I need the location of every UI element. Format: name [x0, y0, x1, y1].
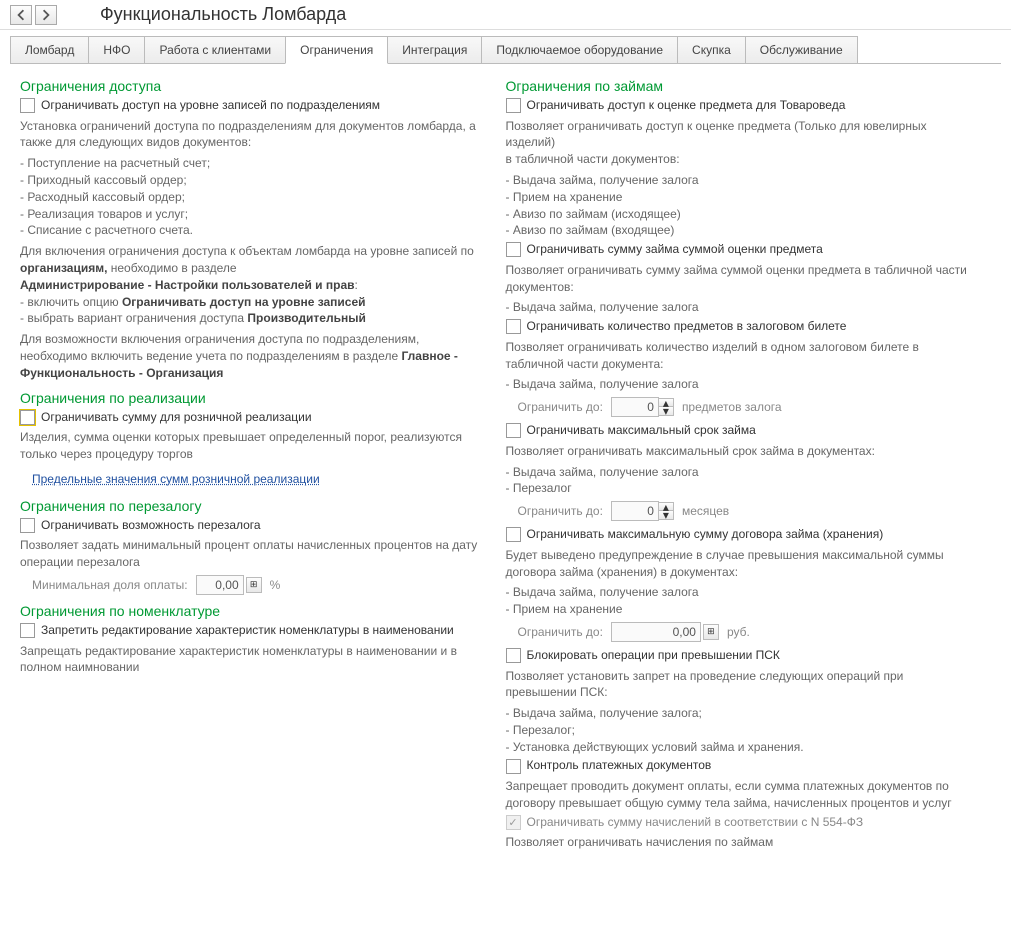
retail-limits-link[interactable]: Предельные значения сумм розничной реали…	[32, 472, 320, 486]
min-pay-input[interactable]	[196, 575, 244, 595]
loans-items-5: - Выдача займа, получение залога- Прием …	[506, 584, 974, 618]
loans-desc-4: Позволяет ограничивать максимальный срок…	[506, 443, 974, 460]
chk-limit-retail-sum-label: Ограничивать сумму для розничной реализа…	[41, 410, 312, 426]
loans-desc-8: Позволяет ограничивать начисления по зай…	[506, 834, 974, 851]
left-column: Ограничения доступа Ограничивать доступ …	[20, 70, 506, 854]
chk-limit-access-records-label: Ограничивать доступ на уровне записей по…	[41, 98, 380, 114]
chk-limit-max-term-label: Ограничивать максимальный срок займа	[527, 423, 756, 439]
section-loans-title: Ограничения по займам	[506, 78, 974, 94]
section-nomenclature-title: Ограничения по номенклатуре	[20, 603, 488, 619]
chk-limit-max-sum-label: Ограничивать максимальную сумму договора…	[527, 527, 884, 543]
calculator-icon[interactable]: ⊞	[703, 624, 719, 640]
chk-limit-item-count-label: Ограничивать количество предметов в зало…	[527, 319, 847, 335]
tabs-bar: ЛомбардНФОРабота с клиентамиОграниченияИ…	[10, 36, 1001, 64]
repledge-desc-1: Позволяет задать минимальный процент опл…	[20, 537, 488, 571]
loans-items-6: - Выдача займа, получение залога;- Перез…	[506, 705, 974, 755]
loans-desc-3: Позволяет ограничивать количество издели…	[506, 339, 974, 373]
chk-forbid-nomenclature-edit-label: Запретить редактирование характеристик н…	[41, 623, 454, 639]
chk-limit-554fz-label: Ограничивать сумму начислений в соответс…	[527, 815, 864, 831]
loans-desc-2: Позволяет ограничивать сумму займа суммо…	[506, 262, 974, 296]
section-access-title: Ограничения доступа	[20, 78, 488, 94]
chk-limit-repledge-label: Ограничивать возможность перезалога	[41, 518, 261, 534]
section-retail-title: Ограничения по реализации	[20, 390, 488, 406]
loans-items-4: - Выдача займа, получение залога- Переза…	[506, 464, 974, 498]
tab-buyout[interactable]: Скупка	[677, 36, 746, 63]
section-repledge-title: Ограничения по перезалогу	[20, 498, 488, 514]
chk-limit-appraisal-access[interactable]	[506, 98, 521, 113]
access-desc-1: Установка ограничений доступа по подразд…	[20, 118, 488, 152]
limit-months-label: Ограничить до:	[518, 504, 603, 518]
chk-limit-repledge[interactable]	[20, 518, 35, 533]
limit-sum-input[interactable]	[611, 622, 701, 642]
chk-limit-item-count[interactable]	[506, 319, 521, 334]
tab-equipment[interactable]: Подключаемое оборудование	[481, 36, 678, 63]
nav-back-button[interactable]	[10, 5, 32, 25]
spin-down-icon[interactable]: ▾	[659, 511, 673, 519]
loans-items-1: - Выдача займа, получение залога- Прием …	[506, 172, 974, 239]
tab-integration[interactable]: Интеграция	[387, 36, 482, 63]
limit-sum-label: Ограничить до:	[518, 625, 603, 639]
chk-limit-appraisal-access-label: Ограничивать доступ к оценке предмета дл…	[527, 98, 846, 114]
right-column: Ограничения по займам Ограничивать досту…	[506, 70, 992, 854]
chk-payment-control-label: Контроль платежных документов	[527, 758, 712, 774]
chk-limit-access-records[interactable]	[20, 98, 35, 113]
nav-forward-button[interactable]	[35, 5, 57, 25]
page-title: Функциональность Ломбарда	[100, 4, 346, 25]
nomenclature-desc-1: Запрещать редактирование характеристик н…	[20, 643, 488, 677]
toolbar: Функциональность Ломбарда	[0, 0, 1011, 30]
limit-items-label: Ограничить до:	[518, 400, 603, 414]
limit-months-unit: месяцев	[682, 504, 729, 518]
chk-limit-max-term[interactable]	[506, 423, 521, 438]
chk-block-psk[interactable]	[506, 648, 521, 663]
tab-limits[interactable]: Ограничения	[285, 36, 388, 64]
min-pay-unit: %	[270, 578, 281, 592]
chk-limit-loan-by-appraisal-label: Ограничивать сумму займа суммой оценки п…	[527, 242, 823, 258]
chk-limit-loan-by-appraisal[interactable]	[506, 242, 521, 257]
limit-items-unit: предметов залога	[682, 400, 782, 414]
chk-limit-retail-sum[interactable]	[20, 410, 35, 425]
chk-block-psk-label: Блокировать операции при превышении ПСК	[527, 648, 780, 664]
limit-items-input[interactable]	[611, 397, 659, 417]
chk-limit-max-sum[interactable]	[506, 527, 521, 542]
chk-forbid-nomenclature-edit[interactable]	[20, 623, 35, 638]
loans-desc-7: Запрещает проводить документ оплаты, есл…	[506, 778, 974, 812]
chk-limit-554fz	[506, 815, 521, 830]
limit-sum-unit: руб.	[727, 625, 750, 639]
access-desc-3: Для возможности включения ограничения до…	[20, 331, 488, 381]
retail-desc-1: Изделия, сумма оценки которых превышает …	[20, 429, 488, 463]
tab-service[interactable]: Обслуживание	[745, 36, 858, 63]
loans-desc-5: Будет выведено предупреждение в случае п…	[506, 547, 974, 581]
loans-desc-6: Позволяет установить запрет на проведени…	[506, 668, 974, 702]
access-items-1: - Поступление на расчетный счет;- Приход…	[20, 155, 488, 239]
loans-desc-1: Позволяет ограничивать доступ к оценке п…	[506, 118, 974, 168]
access-desc-2: Для включения ограничения доступа к объе…	[20, 243, 488, 327]
chk-payment-control[interactable]	[506, 759, 521, 774]
content-area: Ограничения доступа Ограничивать доступ …	[0, 64, 1011, 874]
spin-down-icon[interactable]: ▾	[659, 407, 673, 415]
limit-months-spinner[interactable]: ▴ ▾	[659, 502, 674, 520]
loans-items-3: - Выдача займа, получение залога	[506, 376, 974, 393]
loans-items-2: - Выдача займа, получение залога	[506, 299, 974, 316]
calculator-icon[interactable]: ⊞	[246, 577, 262, 593]
tab-clients[interactable]: Работа с клиентами	[144, 36, 286, 63]
min-pay-label: Минимальная доля оплаты:	[32, 578, 188, 592]
limit-items-spinner[interactable]: ▴ ▾	[659, 398, 674, 416]
tab-lombard[interactable]: Ломбард	[10, 36, 89, 63]
tab-nfo[interactable]: НФО	[88, 36, 145, 63]
limit-months-input[interactable]	[611, 501, 659, 521]
